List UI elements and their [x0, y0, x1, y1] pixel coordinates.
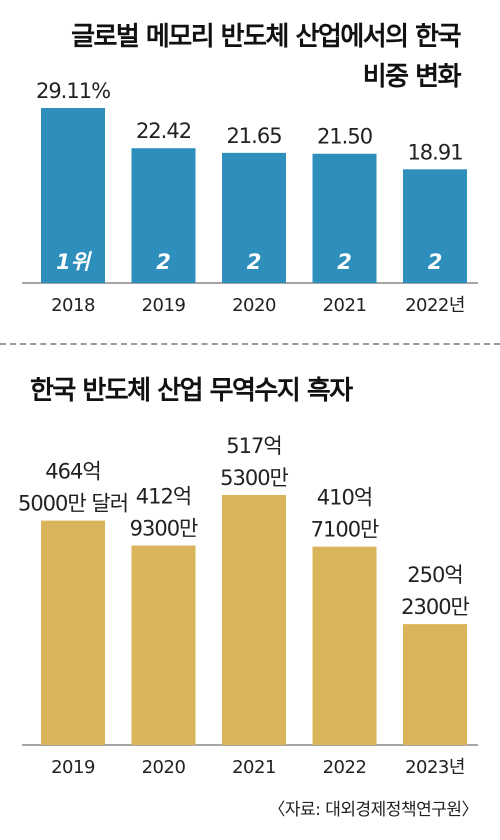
memory-share-bar-chart: 29.11% 2018 1위 22.42 2019 2 21.65 2020 2 21.50 202…: [22, 79, 478, 316]
chart1-title-line1: 글로벌 메모리 반도체 산업에서의 한국: [71, 22, 461, 52]
section-divider: [0, 343, 500, 345]
bar-2020: [131, 545, 196, 745]
bar-2022년: [403, 169, 467, 283]
x-tick-label: 2020: [142, 757, 186, 778]
value-label: 9300만: [130, 517, 198, 541]
x-tick-label: 2021: [323, 295, 367, 316]
chart1-title-line2: 비중 변화: [362, 62, 462, 92]
bar-2019: [41, 520, 105, 745]
source-note: 〈자료: 대외경제정책연구원〉: [268, 800, 478, 820]
value-label: 5300만: [220, 466, 288, 490]
rank-label: 1위: [56, 250, 93, 274]
chart2-title: 한국 반도체 산업 무역수지 흑자: [30, 376, 353, 406]
bar-2021: [222, 495, 286, 745]
x-tick-label: 2023년: [405, 757, 465, 778]
x-tick-label: 2022: [323, 757, 367, 778]
value-label: 517억: [226, 434, 281, 458]
value-label: 18.91: [407, 140, 462, 164]
value-label: 412억: [136, 485, 191, 509]
x-tick-label: 2018: [51, 295, 95, 316]
bar-2022: [312, 546, 377, 745]
bar-2019: [131, 148, 196, 283]
rank-label: 2: [428, 250, 443, 274]
bar-2020: [222, 152, 286, 283]
x-tick-label: 2019: [51, 757, 95, 778]
x-tick-label: 2020: [232, 295, 276, 316]
rank-label: 2: [337, 250, 352, 274]
value-label: 2300만: [401, 595, 469, 619]
value-label: 29.11%: [36, 79, 110, 103]
rank-label: 2: [156, 250, 171, 274]
x-tick-label: 2019: [142, 295, 186, 316]
value-label: 250억: [407, 563, 462, 587]
value-label: 464억: [45, 460, 100, 484]
bar-2018: [41, 108, 105, 283]
value-label: 5000만 달러: [18, 492, 128, 516]
x-tick-label: 2021: [232, 757, 276, 778]
value-label: 21.50: [317, 125, 372, 149]
value-label: 22.42: [136, 119, 191, 143]
value-label: 21.65: [226, 124, 281, 148]
rank-label: 2: [247, 250, 262, 274]
trade-surplus-bar-chart: 464억 5000만 달러 2019 412억 9300만 2020 517억 5300만 20…: [18, 434, 478, 778]
x-tick-label: 2022년: [405, 295, 465, 316]
value-label: 410억: [317, 486, 372, 510]
value-label: 7100만: [311, 518, 379, 542]
bar-2021: [312, 153, 377, 283]
bar-2023년: [403, 624, 467, 745]
